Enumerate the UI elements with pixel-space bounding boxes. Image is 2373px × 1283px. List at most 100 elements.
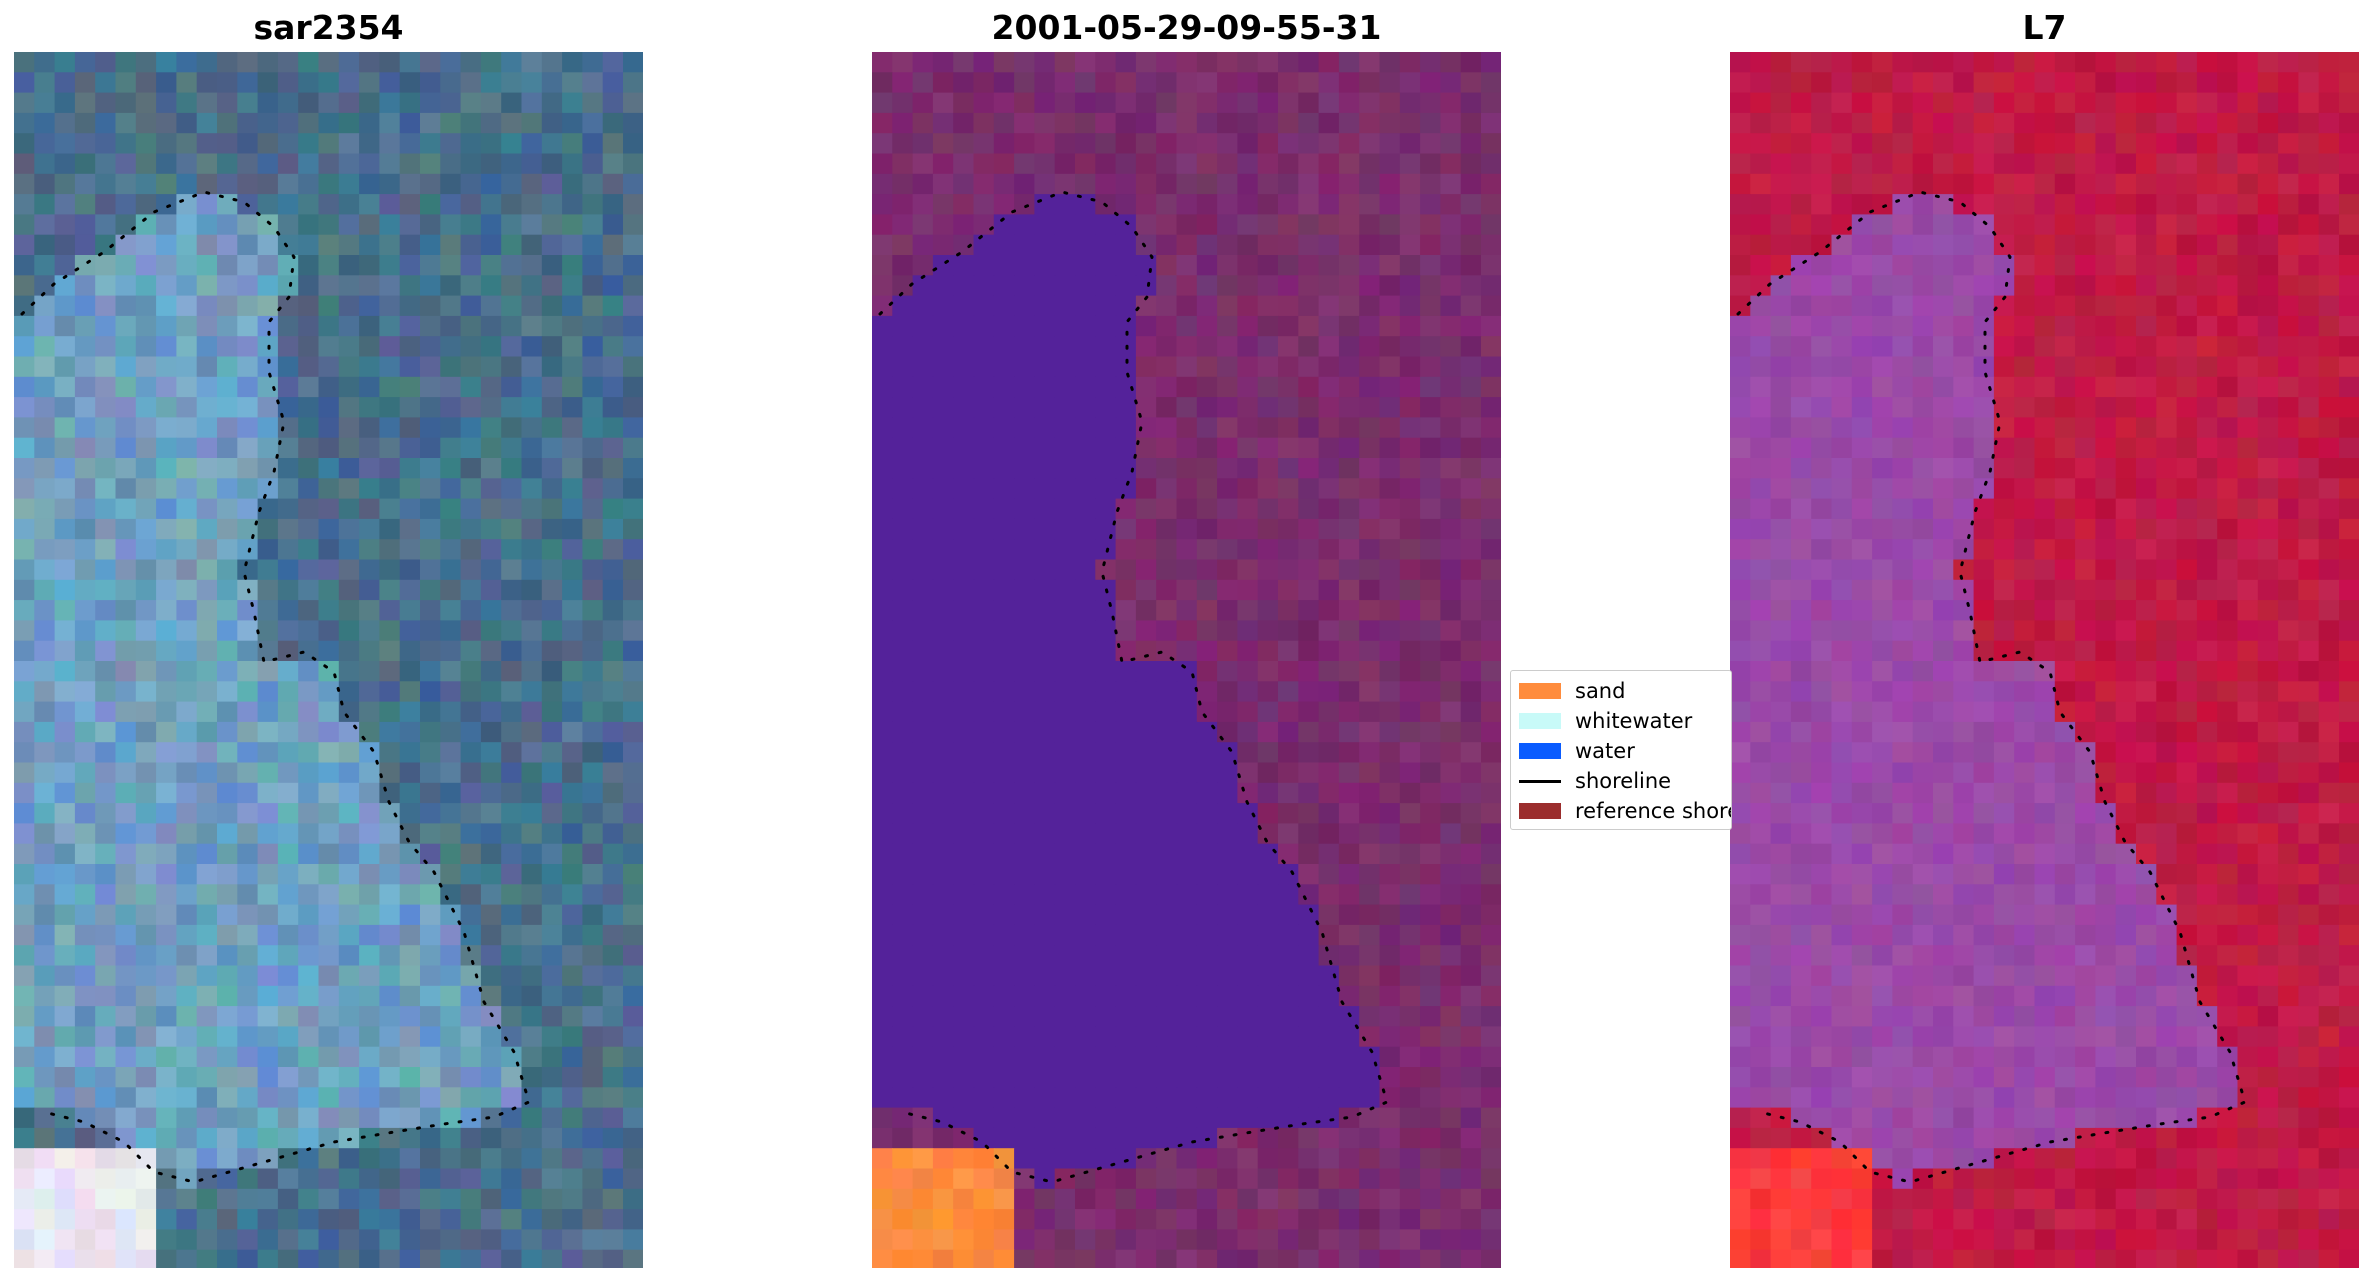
image-pixel — [993, 112, 1015, 134]
image-pixel — [1298, 681, 1320, 703]
image-pixel — [115, 823, 137, 845]
image-pixel — [217, 214, 238, 236]
image-pixel — [1176, 1067, 1198, 1088]
image-pixel — [1115, 945, 1137, 967]
image-pixel — [1750, 437, 1772, 459]
image-pixel — [440, 376, 462, 398]
image-pixel — [298, 742, 320, 764]
image-pixel — [892, 884, 914, 906]
image-pixel — [115, 1087, 137, 1109]
image-pixel — [34, 1006, 56, 1027]
image-pixel — [562, 1046, 583, 1068]
image-pixel — [602, 518, 624, 540]
image-pixel — [912, 255, 934, 276]
image-pixel — [1481, 985, 1501, 1007]
image-pixel — [953, 1067, 975, 1088]
image-pixel — [521, 782, 543, 804]
image-pixel — [318, 1168, 340, 1190]
image-pixel — [2176, 843, 2198, 865]
image-pixel — [420, 1006, 441, 1027]
image-pixel — [1359, 864, 1381, 885]
image-pixel — [1196, 579, 1218, 601]
image-pixel — [1440, 376, 1462, 398]
image-pixel — [460, 640, 482, 662]
image-pixel — [1872, 661, 1893, 682]
image-pixel — [1054, 92, 1076, 114]
image-pixel — [973, 1249, 995, 1268]
image-pixel — [1953, 214, 1975, 236]
image-pixel — [602, 336, 624, 358]
image-pixel — [562, 600, 583, 621]
image-pixel — [1892, 640, 1914, 662]
image-pixel — [582, 1209, 604, 1230]
image-pixel — [1420, 559, 1441, 581]
image-pixel — [1034, 518, 1056, 540]
image-pixel — [420, 904, 441, 926]
image-pixel — [2054, 843, 2076, 865]
image-pixel — [541, 92, 563, 114]
image-pixel — [1460, 1209, 1482, 1230]
image-pixel — [912, 620, 934, 642]
image-pixel — [2318, 701, 2340, 723]
image-pixel — [1338, 1168, 1360, 1190]
image-pixel — [2095, 620, 2117, 642]
image-pixel — [359, 417, 380, 439]
image-pixel — [399, 559, 421, 581]
image-pixel — [582, 864, 604, 885]
image-pixel — [1420, 823, 1441, 845]
image-pixel — [541, 620, 563, 642]
image-pixel — [1912, 559, 1934, 581]
image-pixel — [298, 376, 320, 398]
image-pixel — [582, 234, 604, 256]
image-pixel — [2217, 864, 2239, 885]
image-pixel — [1176, 864, 1198, 885]
image-pixel — [1460, 1127, 1482, 1149]
image-pixel — [1318, 498, 1340, 520]
image-pixel — [74, 275, 96, 297]
image-pixel — [521, 945, 543, 967]
image-pixel — [196, 620, 218, 642]
image-pixel — [872, 194, 893, 215]
image-pixel — [1790, 803, 1812, 824]
image-pixel — [1359, 803, 1381, 824]
image-pixel — [1196, 904, 1218, 926]
image-pixel — [379, 1249, 401, 1268]
image-pixel — [176, 112, 198, 134]
image-pixel — [541, 52, 563, 73]
image-pixel — [2115, 92, 2137, 114]
image-pixel — [1811, 458, 1833, 479]
image-pixel — [1359, 214, 1381, 236]
image-pixel — [1034, 397, 1056, 418]
image-pixel — [521, 640, 543, 662]
image-pixel — [1379, 173, 1401, 195]
image-pixel — [932, 173, 954, 195]
image-pixel — [1770, 275, 1792, 297]
image-pixel — [1770, 194, 1792, 215]
image-pixel — [1176, 295, 1198, 317]
image-pixel — [1912, 864, 1934, 885]
image-pixel — [1420, 600, 1441, 621]
image-pixel — [1399, 1046, 1421, 1068]
image-pixel — [602, 1188, 624, 1210]
image-pixel — [257, 1209, 279, 1230]
image-pixel — [541, 1148, 563, 1170]
image-pixel — [74, 884, 96, 906]
image-pixel — [2075, 133, 2096, 155]
image-pixel — [338, 600, 360, 621]
image-pixel — [1237, 884, 1259, 906]
image-pixel — [318, 681, 340, 703]
image-pixel — [912, 1229, 934, 1251]
image-pixel — [872, 173, 893, 195]
image-pixel — [420, 478, 441, 500]
image-pixel — [1892, 701, 1914, 723]
image-pixel — [1318, 315, 1340, 337]
image-pixel — [1014, 92, 1035, 114]
image-pixel — [74, 1229, 96, 1251]
image-pixel — [993, 1087, 1015, 1109]
image-pixel — [338, 315, 360, 337]
image-pixel — [298, 864, 320, 885]
image-pixel — [1176, 701, 1198, 723]
image-pixel — [2176, 721, 2198, 743]
image-pixel — [1054, 823, 1076, 845]
image-pixel — [176, 153, 198, 175]
